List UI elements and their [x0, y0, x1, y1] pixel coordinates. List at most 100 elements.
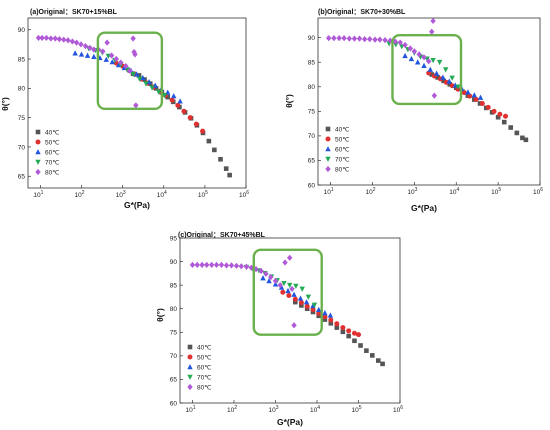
legend-marker — [187, 344, 193, 350]
x-tick-label: 102 — [227, 405, 237, 414]
data-point — [346, 35, 353, 42]
data-point — [328, 321, 334, 326]
x-tick-label: 106 — [239, 190, 249, 199]
data-point — [228, 262, 235, 269]
data-point — [411, 48, 418, 55]
y-tick-label: 75 — [18, 115, 26, 122]
data-point — [109, 59, 115, 65]
x-tick-label: 104 — [157, 190, 167, 199]
panel-b: (b)Original：SK70+30%BL θ(°) G*(Pa) — [284, 9, 437, 213]
legend-label: 60℃ — [197, 364, 212, 371]
data-point — [206, 138, 212, 144]
data-point — [473, 97, 479, 103]
data-point — [477, 94, 484, 100]
data-point — [103, 56, 109, 62]
panel-c-title: (c)Original：SK70+45%BL — [178, 232, 266, 239]
data-point — [355, 332, 361, 338]
data-point — [356, 35, 363, 42]
data-point — [52, 35, 58, 42]
data-point — [282, 259, 288, 266]
panel-a-xlabel: G*(Pa) — [124, 200, 150, 210]
legend-label: 70℃ — [335, 156, 350, 163]
data-point — [351, 330, 357, 336]
highlight-box — [391, 33, 463, 106]
data-point — [39, 34, 45, 42]
plot-frame — [317, 17, 541, 186]
data-point — [292, 299, 298, 305]
data-point — [364, 348, 369, 353]
y-tick-label: 75 — [170, 330, 178, 337]
data-point — [334, 325, 340, 330]
data-point — [258, 267, 264, 275]
data-point — [285, 287, 291, 294]
legend: 40℃ 50℃ 60℃ 70℃ 80℃ — [325, 126, 350, 173]
data-point — [238, 263, 245, 270]
data-point — [485, 104, 491, 110]
data-point — [104, 39, 110, 46]
x-tick-label: 103 — [268, 405, 278, 414]
data-point — [311, 302, 318, 308]
legend-marker — [35, 168, 41, 176]
legend-label: 40℃ — [335, 126, 350, 133]
data-point — [380, 361, 385, 367]
legend-label: 80℃ — [45, 169, 60, 176]
y-tick-label: 85 — [308, 60, 316, 67]
data-point — [431, 92, 438, 99]
data-point — [407, 45, 414, 52]
panel-c-plot: 60 65 70 75 80 85 90 95 101 102 103 104 105 106 40℃ 50℃… — [170, 235, 403, 414]
data-point — [497, 111, 503, 117]
data-point — [297, 295, 304, 301]
data-point — [465, 89, 471, 95]
data-point — [328, 317, 334, 323]
data-point — [108, 52, 115, 59]
data-point — [471, 92, 478, 98]
data-point — [194, 261, 200, 268]
data-point — [340, 325, 346, 331]
data-point — [369, 353, 375, 358]
legend-label: 60℃ — [45, 149, 60, 156]
data-point — [65, 37, 71, 44]
data-point — [416, 51, 422, 58]
y-tick-label: 70 — [18, 144, 26, 151]
legend-label: 50℃ — [45, 139, 60, 146]
y-tick-label: 65 — [18, 174, 26, 181]
data-point — [334, 321, 340, 327]
panel-c-xlabel: G*(Pa) — [277, 417, 303, 427]
data-point — [73, 39, 80, 46]
data-point — [449, 75, 455, 81]
y-tick-label: 85 — [18, 56, 26, 63]
x-tick-label: 103 — [407, 187, 417, 196]
legend-label: 50℃ — [197, 354, 212, 361]
x-tick-label: 102 — [365, 187, 375, 196]
data-point — [227, 172, 232, 178]
legend-label: 40℃ — [45, 129, 60, 136]
data-point — [408, 55, 415, 62]
data-point — [299, 303, 304, 308]
data-point — [100, 48, 106, 55]
data-point — [491, 108, 497, 114]
data-point — [204, 261, 210, 268]
data-point — [523, 137, 529, 143]
data-point — [327, 312, 334, 318]
panel-a-title: (a)Original：SK70+15%BL — [30, 9, 118, 16]
legend-marker — [325, 146, 331, 152]
data-point — [243, 263, 250, 270]
data-point — [280, 289, 286, 295]
legend-marker — [325, 126, 331, 132]
data-point — [446, 78, 452, 84]
data-point — [455, 84, 461, 90]
data-point — [501, 119, 507, 125]
data-point — [421, 62, 427, 68]
data-point — [316, 310, 322, 316]
legend-marker — [325, 136, 331, 142]
data-point — [298, 300, 304, 306]
data-point — [149, 85, 155, 91]
data-point — [187, 115, 193, 121]
data-point — [442, 67, 449, 73]
y-tick-label: 65 — [170, 377, 178, 384]
data-point — [436, 59, 443, 66]
data-point — [132, 51, 138, 58]
data-point — [161, 93, 168, 99]
legend-label: 70℃ — [45, 159, 60, 166]
data-point — [479, 100, 485, 106]
